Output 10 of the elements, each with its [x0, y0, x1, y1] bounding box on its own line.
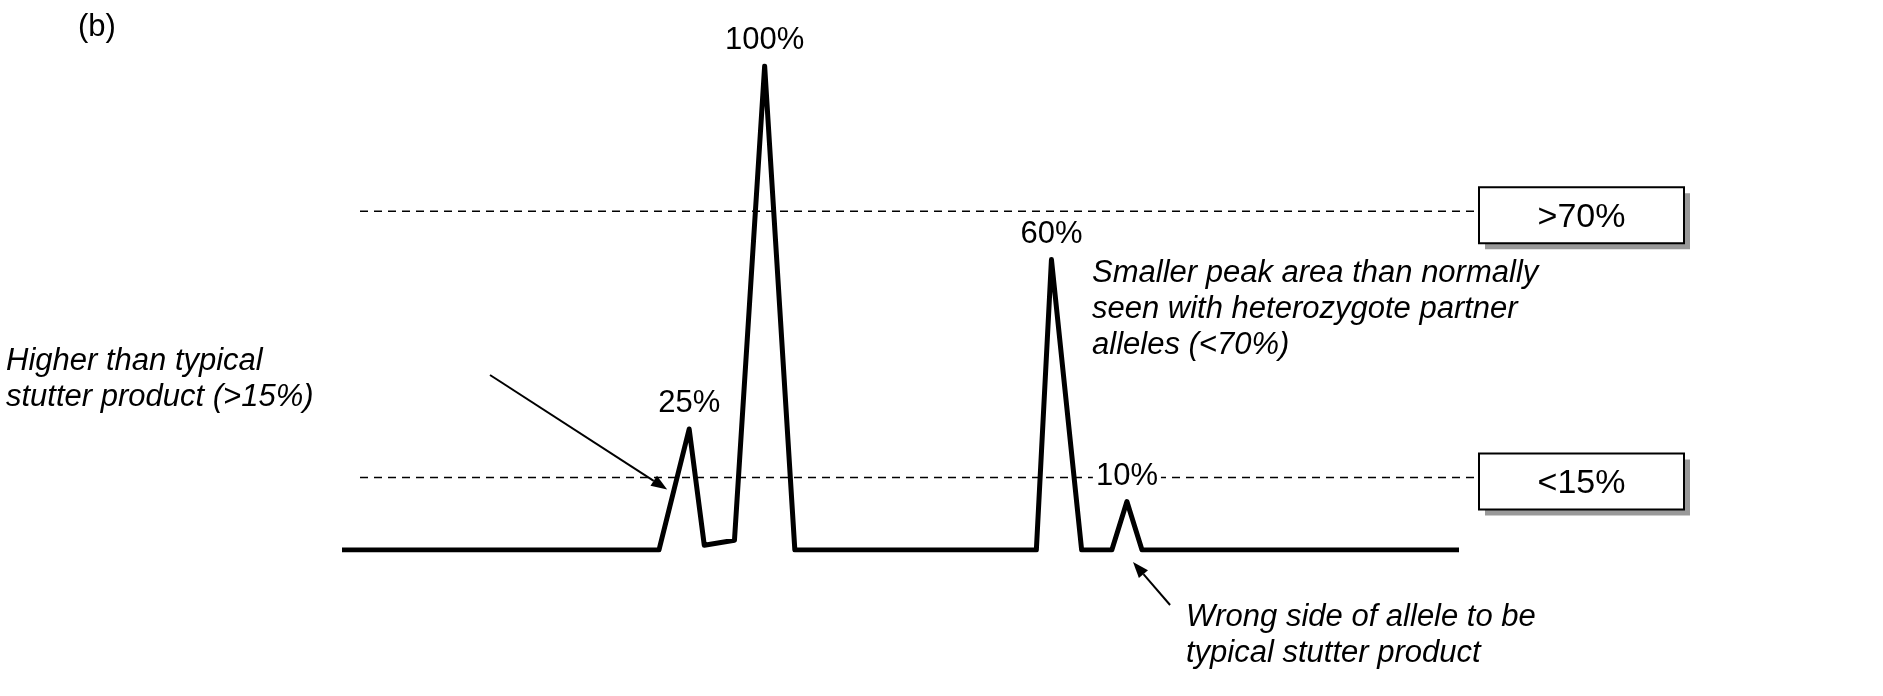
- ref-line-label: >70%: [1537, 195, 1626, 234]
- data-label: 10%: [1095, 456, 1158, 492]
- data-label: 100%: [725, 21, 805, 57]
- data-label: 25%: [658, 384, 721, 420]
- text: Higher than typical stutter product (>15%): [6, 342, 314, 414]
- annotation: Smaller peak area than normally seen with heterozygote partner alleles (<70%): [1092, 254, 1539, 362]
- ref-line-label: <15%: [1537, 461, 1626, 500]
- text: Wrong side of allele to be typical stutter product: [1186, 598, 1536, 670]
- text: (b): [78, 8, 116, 44]
- data-label: 60%: [1020, 214, 1083, 250]
